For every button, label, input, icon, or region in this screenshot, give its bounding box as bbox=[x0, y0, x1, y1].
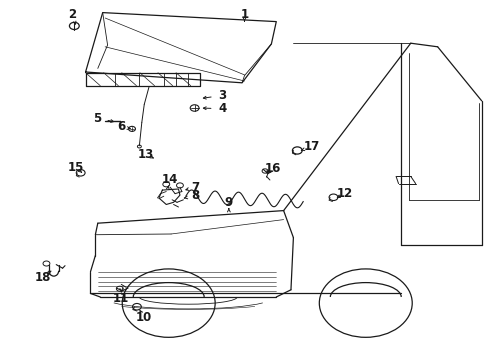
Text: 11: 11 bbox=[113, 292, 129, 305]
Text: 1: 1 bbox=[240, 8, 248, 21]
Text: 13: 13 bbox=[137, 148, 154, 161]
Text: 12: 12 bbox=[336, 187, 352, 200]
Text: 7: 7 bbox=[191, 181, 199, 194]
Text: 16: 16 bbox=[264, 162, 281, 175]
Text: 6: 6 bbox=[117, 120, 125, 133]
Text: 5: 5 bbox=[93, 112, 101, 125]
Text: 4: 4 bbox=[218, 102, 226, 115]
Text: 9: 9 bbox=[224, 196, 232, 209]
Text: 17: 17 bbox=[303, 140, 320, 153]
Text: 3: 3 bbox=[218, 89, 226, 102]
Text: 15: 15 bbox=[67, 161, 84, 174]
Text: 10: 10 bbox=[136, 311, 152, 324]
Text: 8: 8 bbox=[191, 189, 199, 202]
Text: 2: 2 bbox=[68, 8, 76, 21]
Text: 18: 18 bbox=[35, 271, 51, 284]
Text: 14: 14 bbox=[162, 173, 178, 186]
